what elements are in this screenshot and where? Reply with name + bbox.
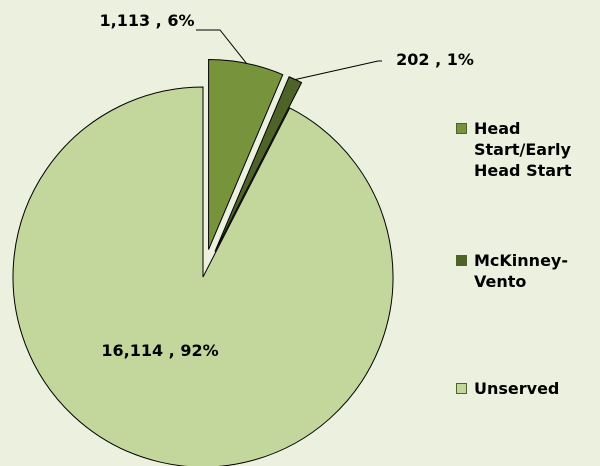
leader-line (196, 29, 247, 64)
legend-swatch (456, 123, 467, 134)
data-label: 16,114 , 92% (101, 341, 219, 360)
pie-slice (214, 76, 303, 252)
legend-label: Head Start/Early Head Start (474, 119, 572, 180)
leader-line (295, 60, 382, 81)
data-label: 1,113 , 6% (99, 11, 195, 30)
legend-item: Head Start/Early Head Start (452, 118, 600, 181)
legend-swatch (456, 255, 467, 266)
data-label: 202 , 1% (396, 50, 474, 69)
pie-slice (208, 59, 284, 250)
legend-swatch (456, 383, 467, 394)
legend-label: Unserved (474, 379, 560, 398)
legend-item: McKinney-Vento (452, 250, 600, 292)
pie-slice (12, 86, 394, 466)
legend-label: McKinney-Vento (474, 251, 568, 291)
legend-item: Unserved (452, 378, 600, 399)
